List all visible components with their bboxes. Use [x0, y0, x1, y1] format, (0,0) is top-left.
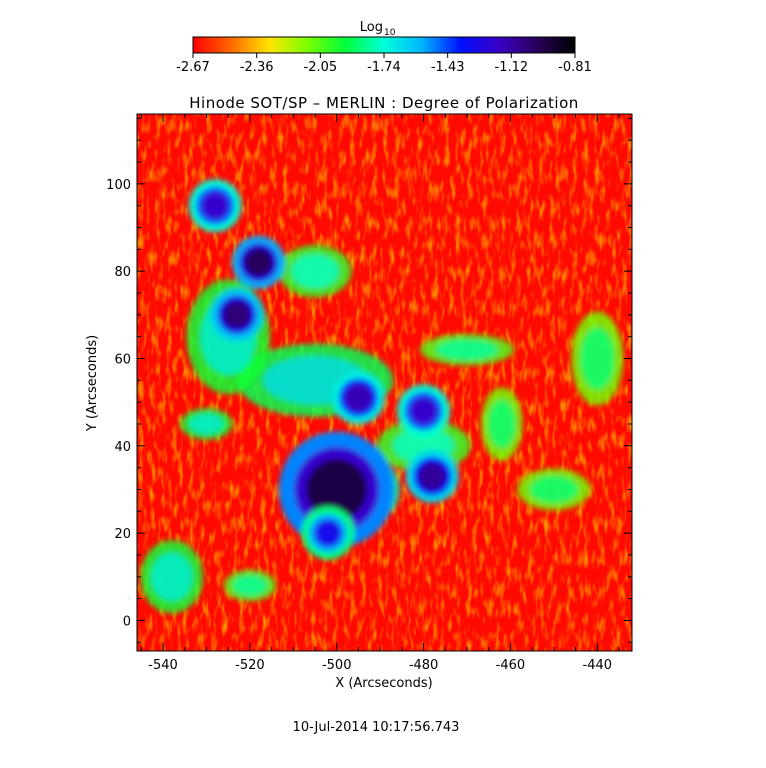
colorbar-ticks: -2.67 -2.36 -2.05 -1.74 -1.43 -1.12 -0.81 — [176, 53, 592, 75]
x-tick-label: -480 — [409, 658, 439, 673]
colorbar-tick-label: -1.12 — [495, 60, 529, 75]
chart-title: Hinode SOT/SP – MERLIN : Degree of Polar… — [189, 94, 579, 112]
heatmap-region — [579, 327, 615, 390]
pore — [409, 396, 438, 425]
y-tick-label: 40 — [114, 440, 131, 455]
pore — [418, 462, 447, 491]
colorbar-tick-label: -2.05 — [304, 60, 338, 75]
x-axis-label: X (Arcseconds) — [335, 676, 432, 691]
colorbar-tick-label: -2.67 — [176, 60, 210, 75]
x-tick-label: -440 — [583, 658, 613, 673]
x-axis: -540 -520 -500 -480 -460 -440 — [140, 114, 620, 673]
plot-frame — [136, 113, 633, 652]
colorbar — [192, 36, 576, 54]
heatmap-region — [487, 399, 516, 449]
heatmap-region — [435, 339, 499, 361]
pore — [244, 248, 273, 277]
heatmap-features — [140, 179, 624, 614]
colorbar-label: Log — [360, 20, 383, 35]
heatmap-region — [529, 475, 579, 504]
colorbar-label-subscript: 10 — [384, 28, 396, 38]
y-tick-label: 80 — [114, 265, 131, 280]
y-tick-label: 0 — [123, 614, 131, 629]
colorbar-tick-label: -2.36 — [240, 60, 274, 75]
sunspot — [306, 459, 368, 520]
x-tick-label: -460 — [496, 658, 526, 673]
x-tick-label: -540 — [148, 658, 178, 673]
x-tick-label: -520 — [235, 658, 265, 673]
y-axis: 0 20 40 60 80 100 — [106, 117, 632, 643]
y-tick-label: 20 — [114, 527, 131, 542]
heatmap-region — [290, 253, 340, 289]
y-tick-label: 60 — [114, 352, 131, 367]
heatmap-region — [232, 575, 268, 596]
pore — [314, 519, 342, 548]
heatmap-region — [189, 413, 224, 435]
date-label: 10-Jul-2014 10:17:56.743 — [293, 720, 460, 735]
pore — [201, 191, 230, 220]
heatmap — [137, 114, 632, 651]
x-tick-label: -500 — [322, 658, 352, 673]
colorbar-tick-label: -0.81 — [558, 60, 592, 75]
colorbar-tick-label: -1.74 — [367, 60, 401, 75]
pore — [222, 300, 251, 329]
pore — [344, 383, 373, 412]
colorbar-tick-label: -1.43 — [431, 60, 465, 75]
y-tick-label: 100 — [106, 178, 131, 193]
heatmap-region — [150, 552, 193, 602]
y-axis-label: Y (Arcseconds) — [85, 335, 100, 432]
